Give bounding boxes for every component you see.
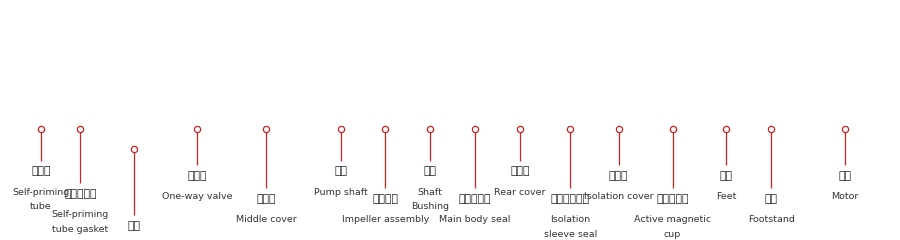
Text: 主体: 主体: [128, 221, 140, 231]
Text: 脚座: 脚座: [765, 194, 778, 204]
Text: 轴套: 轴套: [424, 166, 436, 176]
Text: 主动磁钢杯: 主动磁钢杯: [656, 194, 688, 204]
Text: Motor: Motor: [831, 192, 859, 201]
Text: Active magnetic: Active magnetic: [634, 215, 711, 224]
Text: sleeve seal: sleeve seal: [544, 230, 597, 239]
Text: 泵轴: 泵轴: [334, 166, 347, 176]
Text: cup: cup: [664, 230, 681, 239]
Text: 叶轮总成: 叶轮总成: [373, 194, 399, 204]
Text: Impeller assembly: Impeller assembly: [342, 215, 429, 224]
Text: 自吸筒: 自吸筒: [32, 166, 50, 176]
Text: tube: tube: [30, 203, 51, 211]
Text: Pump shaft: Pump shaft: [314, 188, 367, 197]
Text: 电机: 电机: [838, 171, 851, 181]
Text: Bushing: Bushing: [411, 203, 449, 211]
Text: Middle cover: Middle cover: [236, 215, 296, 224]
Text: 主体密封圈: 主体密封圈: [459, 194, 491, 204]
Text: One-way valve: One-way valve: [162, 192, 232, 201]
Text: Self-priming: Self-priming: [51, 210, 109, 219]
Text: Feet: Feet: [716, 192, 736, 201]
Text: Isolation: Isolation: [550, 215, 590, 224]
Text: Shaft: Shaft: [418, 188, 443, 197]
Text: Isolation cover: Isolation cover: [584, 192, 653, 201]
Text: Main body seal: Main body seal: [439, 215, 511, 224]
Text: 隔离套: 隔离套: [609, 171, 628, 181]
Text: Footstand: Footstand: [748, 215, 795, 224]
Text: Rear cover: Rear cover: [494, 188, 545, 197]
Text: 单向阀: 单向阀: [187, 171, 207, 181]
Text: 底脚: 底脚: [720, 171, 733, 181]
Text: 隔离套密封圈: 隔离套密封圈: [551, 194, 590, 204]
Text: 后封盖: 后封盖: [510, 166, 530, 176]
Text: 自吸筒垫片: 自吸筒垫片: [64, 189, 96, 199]
Text: 中封盖: 中封盖: [256, 194, 275, 204]
Text: tube gasket: tube gasket: [52, 225, 109, 234]
Text: Self-priming: Self-priming: [13, 188, 69, 197]
